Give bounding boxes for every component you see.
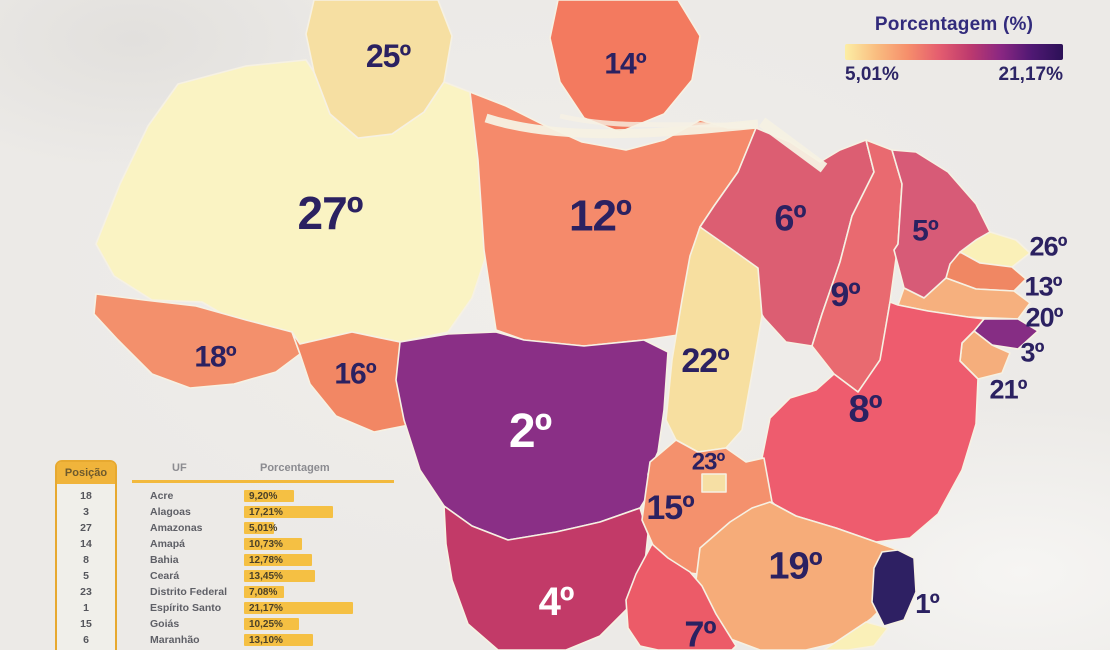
table-row: Ceará 13,45%: [132, 568, 394, 584]
position-value: 18: [80, 490, 92, 502]
uf-name: Amapá: [150, 538, 186, 550]
uf-name: Acre: [150, 490, 174, 502]
table-rows: Acre 9,20% Alagoas 17,21% Amazonas 5,01% Amapá…: [132, 488, 394, 648]
percentage-bar: 13,10%: [244, 634, 313, 646]
rank-label-rank-8: 8º: [848, 388, 882, 430]
uf-name: Goiás: [150, 618, 180, 630]
rank-label-rank-14: 14º: [604, 48, 646, 81]
percentage-bar: 17,21%: [244, 506, 333, 518]
position-value: 6: [83, 634, 89, 646]
percentage-bar: 12,78%: [244, 554, 312, 566]
legend: Porcentagem (%) 5,01% 21,17%: [845, 14, 1063, 86]
rank-label-rank-21: 21º: [990, 374, 1028, 404]
table-header-row: UF Porcentagem: [132, 460, 394, 483]
position-value: 8: [83, 554, 89, 566]
table-row: Alagoas 17,21%: [132, 504, 394, 520]
uf-name: Ceará: [150, 570, 180, 582]
state-shape-rank-7: [625, 543, 737, 650]
percentage-bar: 10,25%: [244, 618, 299, 630]
state-shape-rank-19: [695, 501, 909, 650]
rivers-decoration: [484, 113, 828, 173]
rank-label-rank-23: 23º: [692, 448, 726, 475]
rank-label-rank-16: 16º: [334, 358, 376, 391]
position-value: 15: [80, 618, 92, 630]
table-header-porcentagem: Porcentagem: [260, 462, 330, 474]
position-value: 3: [83, 506, 89, 518]
table-row: Bahia 12,78%: [132, 552, 394, 568]
position-value: 5: [83, 570, 89, 582]
percentage-bar: 9,20%: [244, 490, 294, 502]
table-row: Amapá 10,73%: [132, 536, 394, 552]
legend-gradient-bar: [845, 44, 1063, 60]
state-shape-rank-18: [93, 293, 301, 389]
rank-label-rank-1: 1º: [915, 588, 940, 619]
table-row: Maranhão 13,10%: [132, 632, 394, 648]
uf-name: Espírito Santo: [150, 602, 222, 614]
rank-label-rank-15: 15º: [646, 489, 694, 527]
table-header-posicao: Posição: [57, 462, 115, 484]
rank-label-rank-5: 5º: [912, 215, 939, 248]
state-shape-rank-8: [761, 301, 985, 543]
rank-label-rank-22: 22º: [681, 342, 729, 380]
table-row: Espírito Santo 21,17%: [132, 600, 394, 616]
ranking-table-position-column: Posição 18 3 27 14 8 5 23 1 15 6: [55, 460, 117, 650]
state-shape-state-unlabeled-coast: [823, 621, 889, 650]
rank-label-rank-18: 18º: [194, 341, 236, 374]
legend-title: Porcentagem (%): [874, 14, 1034, 35]
states-layer: [93, 0, 1039, 650]
position-values: 18 3 27 14 8 5 23 1 15 6: [57, 484, 115, 648]
rank-label-rank-27: 27º: [298, 187, 364, 239]
legend-min-label: 5,01%: [845, 64, 899, 85]
table-header-uf: UF: [172, 462, 187, 474]
rank-label-rank-13: 13º: [1025, 271, 1063, 301]
rank-label-rank-19: 19º: [768, 545, 822, 587]
uf-name: Amazonas: [150, 522, 203, 534]
rank-label-rank-20: 20º: [1026, 302, 1064, 332]
rank-label-rank-4: 4º: [539, 580, 574, 624]
table-row: Goiás 10,25%: [132, 616, 394, 632]
percentage-bar: 5,01%: [244, 522, 277, 534]
rank-label-rank-7: 7º: [684, 614, 716, 650]
position-value: 27: [80, 522, 92, 534]
position-value: 14: [80, 538, 92, 550]
state-shape-rank-25: [305, 0, 453, 139]
ranking-table: UF Porcentagem Acre 9,20% Alagoas 17,21% Ama…: [132, 460, 394, 648]
percentage-bar: 7,08%: [244, 586, 284, 598]
state-shape-rank-1: [871, 549, 917, 627]
rank-label-rank-12: 12º: [569, 191, 632, 240]
river-decoration: [559, 113, 753, 129]
rank-label-rank-25: 25º: [366, 38, 412, 74]
uf-name: Maranhão: [150, 634, 200, 646]
uf-name: Distrito Federal: [150, 586, 228, 598]
legend-labels: 5,01% 21,17%: [845, 64, 1063, 86]
rank-label-rank-3: 3º: [1021, 337, 1045, 367]
rank-label-rank-2: 2º: [509, 405, 552, 458]
position-value: 1: [83, 602, 89, 614]
position-value: 23: [80, 586, 92, 598]
percentage-bar: 10,73%: [244, 538, 302, 550]
percentage-bar: 21,17%: [244, 602, 353, 614]
state-shape-rank-23: [701, 473, 727, 493]
uf-name: Alagoas: [150, 506, 191, 518]
rank-label-rank-26: 26º: [1030, 231, 1068, 261]
uf-name: Bahia: [150, 554, 179, 566]
rank-label-rank-6: 6º: [774, 198, 806, 239]
amazon-river-decoration: [484, 113, 759, 139]
bay-decoration: [758, 117, 828, 173]
legend-max-label: 21,17%: [998, 64, 1063, 85]
table-row: Acre 9,20%: [132, 488, 394, 504]
percentage-bar: 13,45%: [244, 570, 315, 582]
table-row: Distrito Federal 7,08%: [132, 584, 394, 600]
rank-label-rank-9: 9º: [830, 276, 860, 314]
table-row: Amazonas 5,01%: [132, 520, 394, 536]
